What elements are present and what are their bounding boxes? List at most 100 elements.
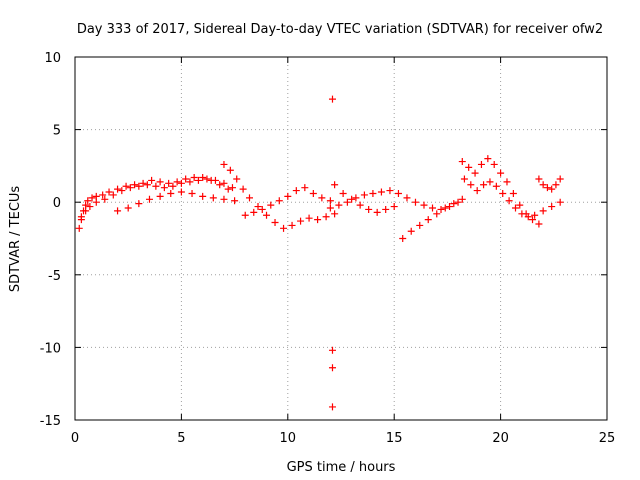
- series-track-h: [458, 155, 543, 228]
- data-point: [411, 198, 419, 206]
- data-point: [369, 189, 377, 197]
- data-point: [394, 189, 402, 197]
- data-point: [88, 194, 96, 202]
- data-point: [446, 203, 454, 211]
- data-point: [292, 187, 300, 195]
- data-point: [114, 207, 122, 215]
- data-point: [169, 182, 177, 190]
- data-point: [460, 175, 468, 183]
- y-tick-label: -15: [40, 414, 61, 429]
- data-point: [465, 163, 473, 171]
- data-point: [86, 203, 94, 211]
- data-point: [486, 178, 494, 186]
- y-axis-label: SDTVAR / TECUs: [8, 186, 23, 293]
- data-point: [552, 181, 560, 189]
- series-track-g: [331, 181, 466, 242]
- data-point: [365, 205, 373, 213]
- data-point: [543, 184, 551, 192]
- data-point: [177, 179, 185, 187]
- data-point: [84, 197, 92, 205]
- data-point: [220, 179, 228, 187]
- data-point: [254, 203, 262, 211]
- data-point: [339, 189, 347, 197]
- data-point: [382, 205, 390, 213]
- data-point: [209, 194, 217, 202]
- data-point: [233, 175, 241, 183]
- data-point: [314, 216, 322, 224]
- data-point: [518, 210, 526, 218]
- data-point: [441, 204, 449, 212]
- data-point: [424, 216, 432, 224]
- data-point: [124, 204, 132, 212]
- data-point: [373, 208, 381, 216]
- data-point: [467, 181, 475, 189]
- data-point: [535, 220, 543, 228]
- y-tick-label: 0: [53, 196, 61, 211]
- data-point: [305, 214, 313, 222]
- data-point: [92, 198, 100, 206]
- data-point: [280, 224, 288, 232]
- data-point: [82, 207, 90, 215]
- data-point: [407, 227, 415, 235]
- data-point: [309, 189, 317, 197]
- data-point: [480, 181, 488, 189]
- data-point: [343, 198, 351, 206]
- data-point: [245, 194, 253, 202]
- data-point: [203, 175, 211, 183]
- data-point: [199, 174, 207, 182]
- data-point: [328, 403, 336, 411]
- data-point: [326, 204, 334, 212]
- grid-layer: [75, 57, 607, 420]
- data-point: [539, 181, 547, 189]
- data-point: [403, 194, 411, 202]
- data-point: [437, 205, 445, 213]
- data-point: [156, 178, 164, 186]
- y-tick-label: 5: [53, 124, 61, 139]
- series-track-d: [220, 160, 339, 232]
- data-point: [143, 181, 151, 189]
- data-point: [352, 194, 360, 202]
- data-point: [360, 191, 368, 199]
- y-tick-label: 10: [44, 51, 61, 66]
- data-point: [135, 182, 143, 190]
- data-point: [477, 160, 485, 168]
- data-point: [239, 185, 247, 193]
- data-point: [548, 203, 556, 211]
- data-point: [105, 188, 113, 196]
- data-point: [458, 158, 466, 166]
- data-point: [516, 201, 524, 209]
- data-point: [241, 211, 249, 219]
- plot-frame: [74, 56, 608, 421]
- data-point: [228, 184, 236, 192]
- data-point: [186, 178, 194, 186]
- data-point: [75, 224, 83, 232]
- data-point: [484, 155, 492, 163]
- data-point: [420, 201, 428, 209]
- x-axis-label: GPS time / hours: [287, 460, 396, 475]
- data-point: [524, 213, 532, 221]
- y-tick-label: -10: [40, 341, 61, 356]
- data-point: [167, 189, 175, 197]
- x-tick-label: 0: [71, 431, 79, 446]
- data-point: [328, 346, 336, 354]
- data-point: [220, 195, 228, 203]
- data-point: [301, 184, 309, 192]
- data-point: [190, 174, 198, 182]
- data-point: [386, 187, 394, 195]
- data-point: [284, 192, 292, 200]
- data-point: [263, 211, 271, 219]
- data-point: [267, 201, 275, 209]
- data-point: [529, 216, 537, 224]
- data-point: [99, 191, 107, 199]
- data-point: [335, 201, 343, 209]
- data-point: [297, 217, 305, 225]
- data-point: [356, 201, 364, 209]
- data-point: [318, 194, 326, 202]
- data-point: [101, 195, 109, 203]
- data-point: [194, 176, 202, 184]
- data-point: [275, 197, 283, 205]
- data-point: [271, 219, 279, 227]
- data-point: [503, 178, 511, 186]
- data-point: [118, 187, 126, 195]
- x-tick-label: 25: [599, 431, 616, 446]
